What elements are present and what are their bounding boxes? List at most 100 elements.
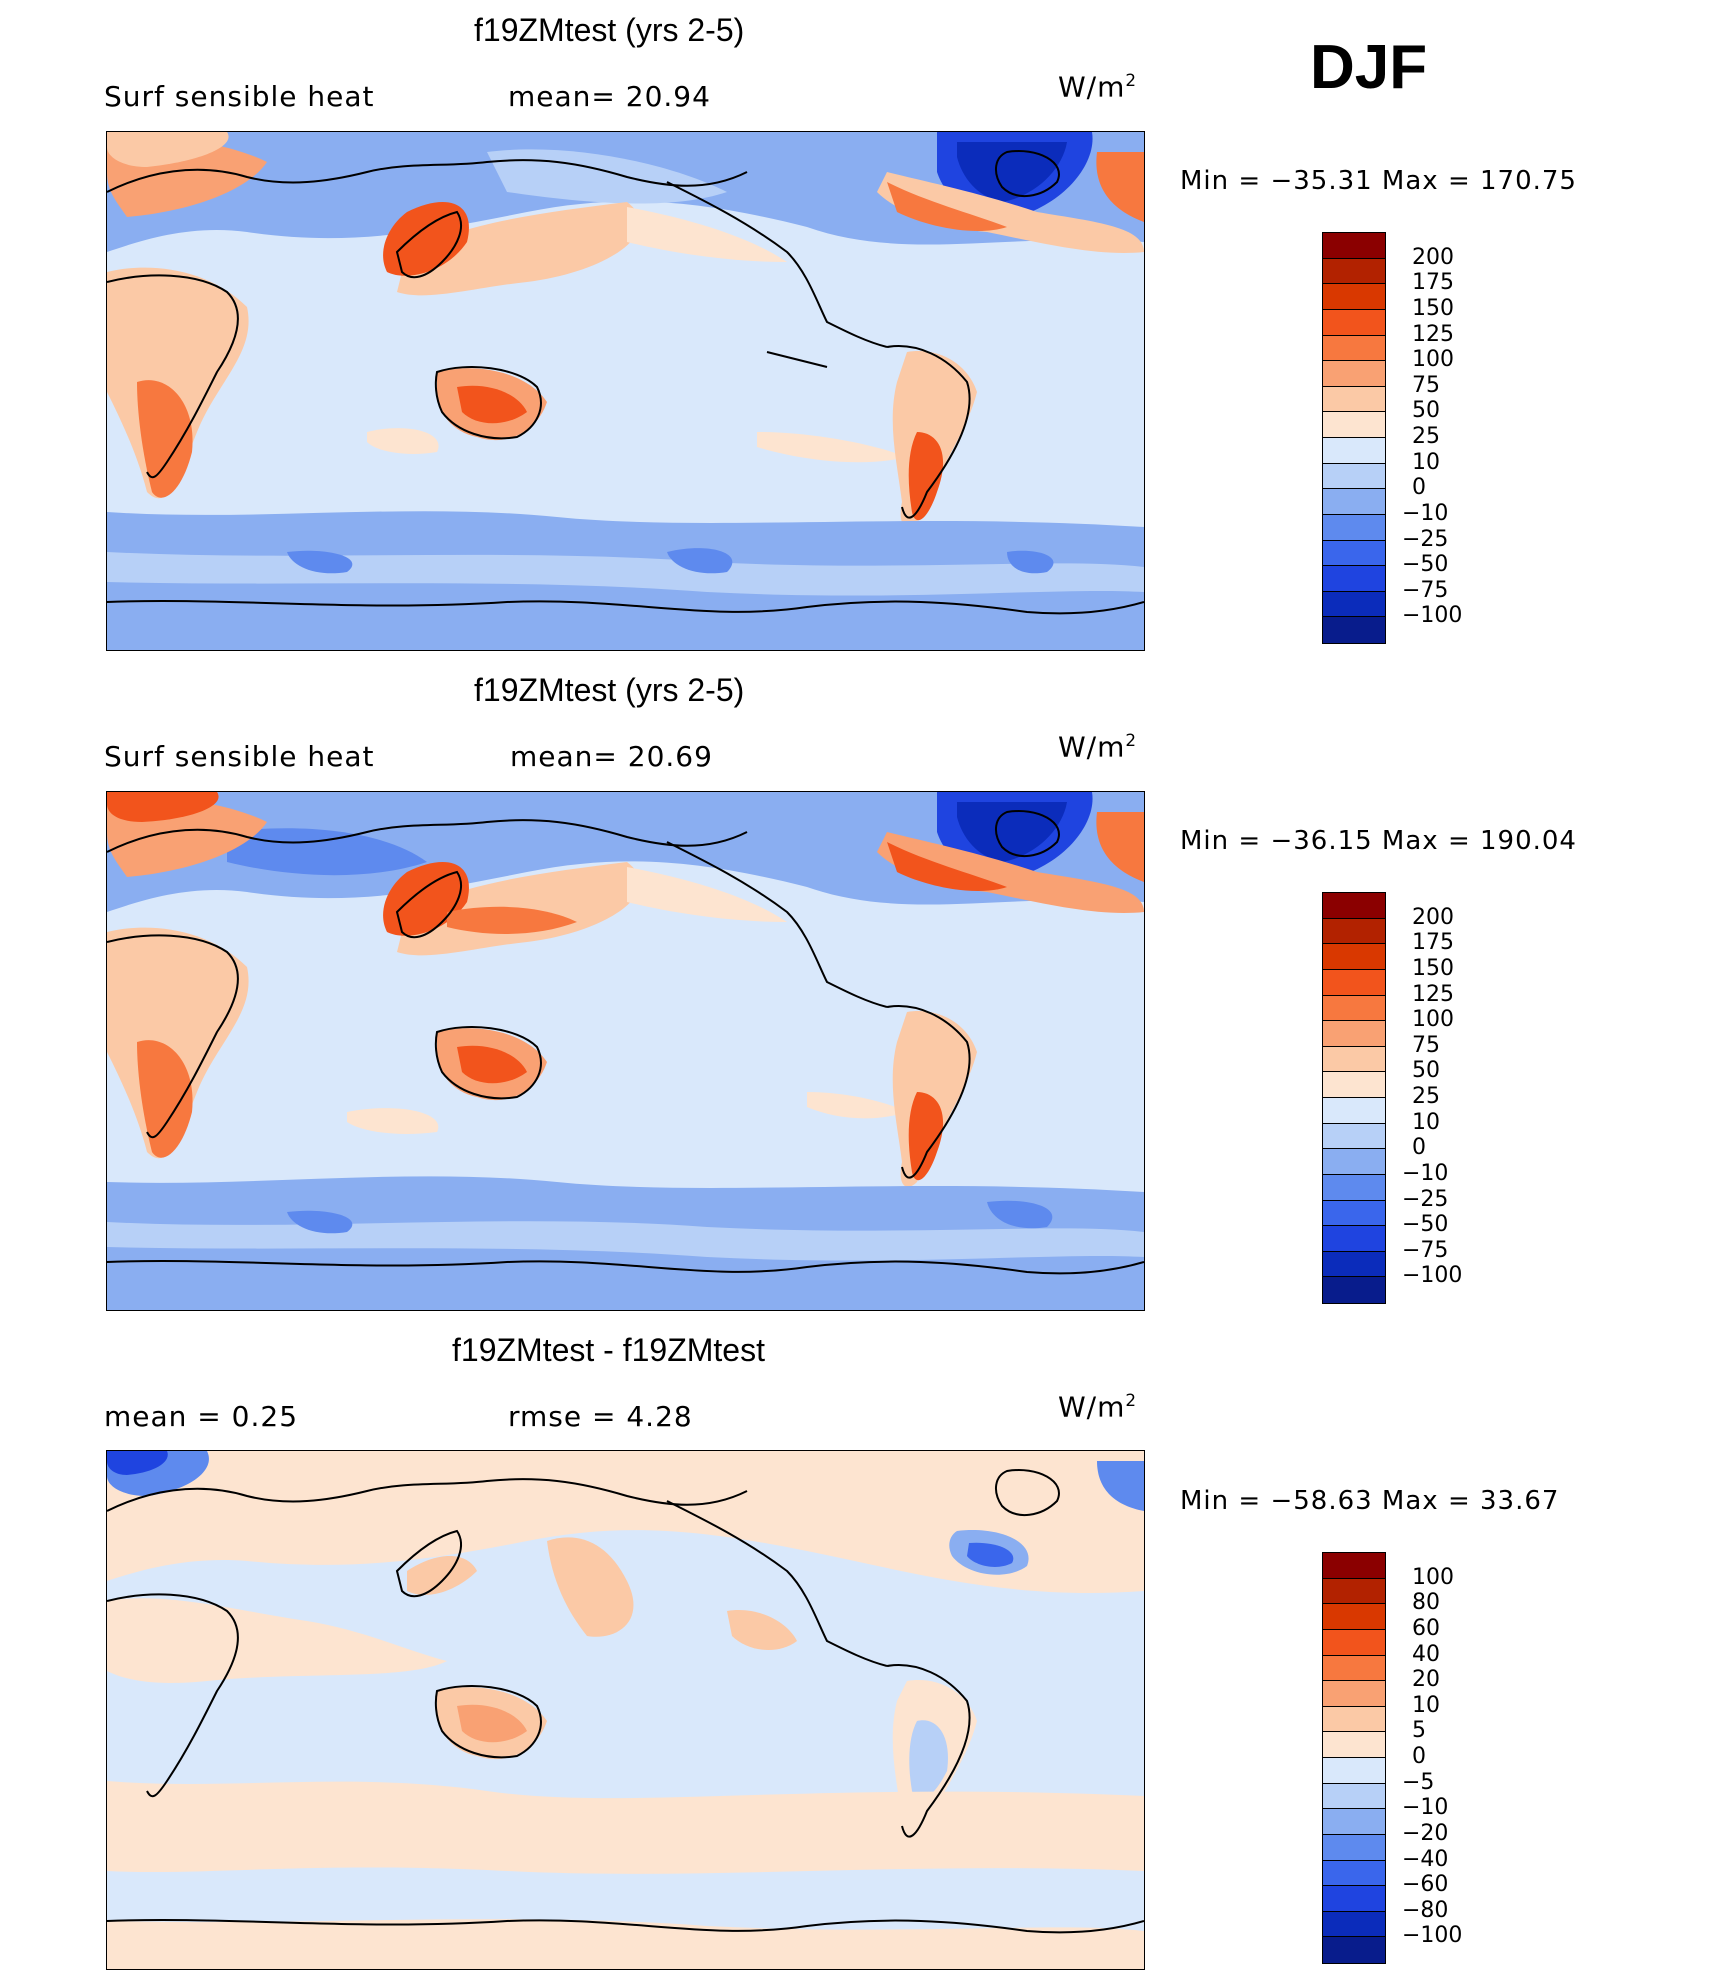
colorbar-segment: [1323, 591, 1385, 618]
colorbar-segment: [1323, 284, 1385, 310]
colorbar-tick-label: 50: [1412, 1058, 1440, 1084]
colorbar-segment: [1323, 1578, 1385, 1605]
colorbar-tick-label: −10: [1402, 1160, 1449, 1186]
colorbar-tick-label: 50: [1412, 398, 1440, 424]
colorbar-tick-label: 20: [1412, 1667, 1440, 1693]
colorbar-segment: [1323, 1123, 1385, 1150]
panel-1-variable-label: Surf sensible heat: [104, 80, 375, 113]
colorbar-segment: [1323, 1277, 1385, 1303]
panel-1-colorbar: [1322, 232, 1386, 644]
colorbar-tick-label: 5: [1412, 1718, 1426, 1744]
panel-2-colorbar-labels: 200 175 150 125 100 75 50 25 10 0 −10 −25 −50 −75 −100: [1402, 892, 1522, 1302]
colorbar-segment: [1323, 1200, 1385, 1227]
colorbar-segment: [1323, 412, 1385, 438]
colorbar-segment: [1323, 233, 1385, 259]
colorbar-tick-label: −50: [1402, 552, 1449, 578]
colorbar-tick-label: 0: [1412, 475, 1426, 501]
colorbar-tick-label: 150: [1412, 955, 1454, 981]
panel-1-map: [106, 131, 1145, 651]
panel-3-colorbar: [1322, 1552, 1386, 1964]
panel-3-minmax: Min = −58.63 Max = 33.67: [1180, 1486, 1560, 1516]
colorbar-tick-label: 75: [1412, 1032, 1440, 1058]
colorbar-tick-label: 200: [1412, 244, 1454, 270]
colorbar-tick-label: 75: [1412, 372, 1440, 398]
colorbar-tick-label: 100: [1412, 347, 1454, 373]
panel-2-mean-label: mean= 20.69: [510, 740, 713, 773]
colorbar-segment: [1323, 1681, 1385, 1707]
panel-3-map-field: [107, 1451, 1144, 1969]
colorbar-tick-label: 100: [1412, 1007, 1454, 1033]
panel-1-minmax: Min = −35.31 Max = 170.75: [1180, 166, 1577, 196]
panel-3-colorbar-labels: 100 80 60 40 20 10 5 0 −5 −10 −20 −40 −60 −80 −100: [1402, 1552, 1522, 1962]
colorbar-tick-label: −10: [1402, 500, 1449, 526]
colorbar-tick-label: −60: [1402, 1872, 1449, 1898]
panel-2-map-field: [107, 792, 1144, 1310]
panel-2-variable-label: Surf sensible heat: [104, 740, 375, 773]
colorbar-tick-label: −10: [1402, 1795, 1449, 1821]
colorbar-tick-label: 150: [1412, 295, 1454, 321]
colorbar-tick-label: 25: [1412, 424, 1440, 449]
colorbar-segment: [1323, 438, 1385, 464]
panel-2-title: f19ZMtest (yrs 2-5): [474, 672, 745, 708]
colorbar-tick-label: −25: [1402, 1186, 1449, 1212]
colorbar-tick-label: 0: [1412, 1744, 1426, 1769]
panel-3-units: W/m2: [1058, 1390, 1138, 1424]
colorbar-segment: [1323, 566, 1385, 592]
colorbar-segment: [1323, 1834, 1385, 1861]
colorbar-segment: [1323, 1809, 1385, 1835]
colorbar-segment: [1323, 1149, 1385, 1175]
panel-1-colorbar-labels: 200 175 150 125 100 75 50 25 10 0 −10 −25 −50 −75 −100: [1402, 232, 1522, 642]
colorbar-segment: [1323, 1604, 1385, 1630]
colorbar-tick-label: −40: [1402, 1846, 1449, 1872]
colorbar-segment: [1323, 386, 1385, 413]
colorbar-tick-label: −75: [1402, 577, 1449, 603]
panel-1-mean-label: mean= 20.94: [508, 80, 711, 113]
colorbar-segment: [1323, 944, 1385, 970]
panel-1-map-field: [107, 132, 1144, 650]
colorbar-tick-label: 80: [1412, 1590, 1440, 1616]
colorbar-tick-label: 0: [1412, 1135, 1426, 1161]
colorbar-segment: [1323, 514, 1385, 541]
colorbar-tick-label: −50: [1402, 1212, 1449, 1238]
colorbar-segment: [1323, 361, 1385, 387]
panel-2-minmax: Min = −36.15 Max = 190.04: [1180, 826, 1577, 856]
colorbar-tick-label: −20: [1402, 1820, 1449, 1846]
colorbar-tick-label: −100: [1402, 603, 1463, 629]
colorbar-segment: [1323, 1911, 1385, 1938]
colorbar-segment: [1323, 893, 1385, 919]
season-label: DJF: [1310, 33, 1428, 102]
panel-1-title: f19ZMtest (yrs 2-5): [474, 12, 745, 48]
colorbar-tick-label: 25: [1412, 1084, 1440, 1109]
colorbar-tick-label: −75: [1402, 1237, 1449, 1263]
panel-3-rmse-label: rmse = 4.28: [508, 1400, 693, 1433]
panel-3-map: [106, 1450, 1145, 1970]
colorbar-tick-label: −100: [1402, 1923, 1463, 1949]
colorbar-tick-label: 200: [1412, 904, 1454, 930]
colorbar-segment: [1323, 918, 1385, 945]
panel-2-units: W/m2: [1058, 730, 1138, 764]
colorbar-segment: [1323, 969, 1385, 996]
colorbar-segment: [1323, 1553, 1385, 1579]
panel-2-map: [106, 791, 1145, 1311]
colorbar-segment: [1323, 617, 1385, 643]
colorbar-segment: [1323, 1655, 1385, 1682]
colorbar-tick-label: 125: [1412, 981, 1454, 1007]
colorbar-segment: [1323, 1072, 1385, 1098]
colorbar-tick-label: 125: [1412, 321, 1454, 347]
colorbar-segment: [1323, 463, 1385, 490]
colorbar-segment: [1323, 1021, 1385, 1047]
colorbar-segment: [1323, 489, 1385, 515]
colorbar-segment: [1323, 1783, 1385, 1810]
colorbar-segment: [1323, 1732, 1385, 1758]
colorbar-segment: [1323, 1251, 1385, 1278]
colorbar-segment: [1323, 1098, 1385, 1124]
colorbar-tick-label: 175: [1412, 930, 1454, 956]
colorbar-segment: [1323, 1860, 1385, 1887]
colorbar-segment: [1323, 1629, 1385, 1656]
panel-1-units: W/m2: [1058, 70, 1138, 104]
colorbar-tick-label: 100: [1412, 1564, 1454, 1590]
colorbar-segment: [1323, 258, 1385, 285]
colorbar-segment: [1323, 309, 1385, 336]
colorbar-tick-label: 10: [1412, 1109, 1440, 1135]
colorbar-segment: [1323, 335, 1385, 362]
